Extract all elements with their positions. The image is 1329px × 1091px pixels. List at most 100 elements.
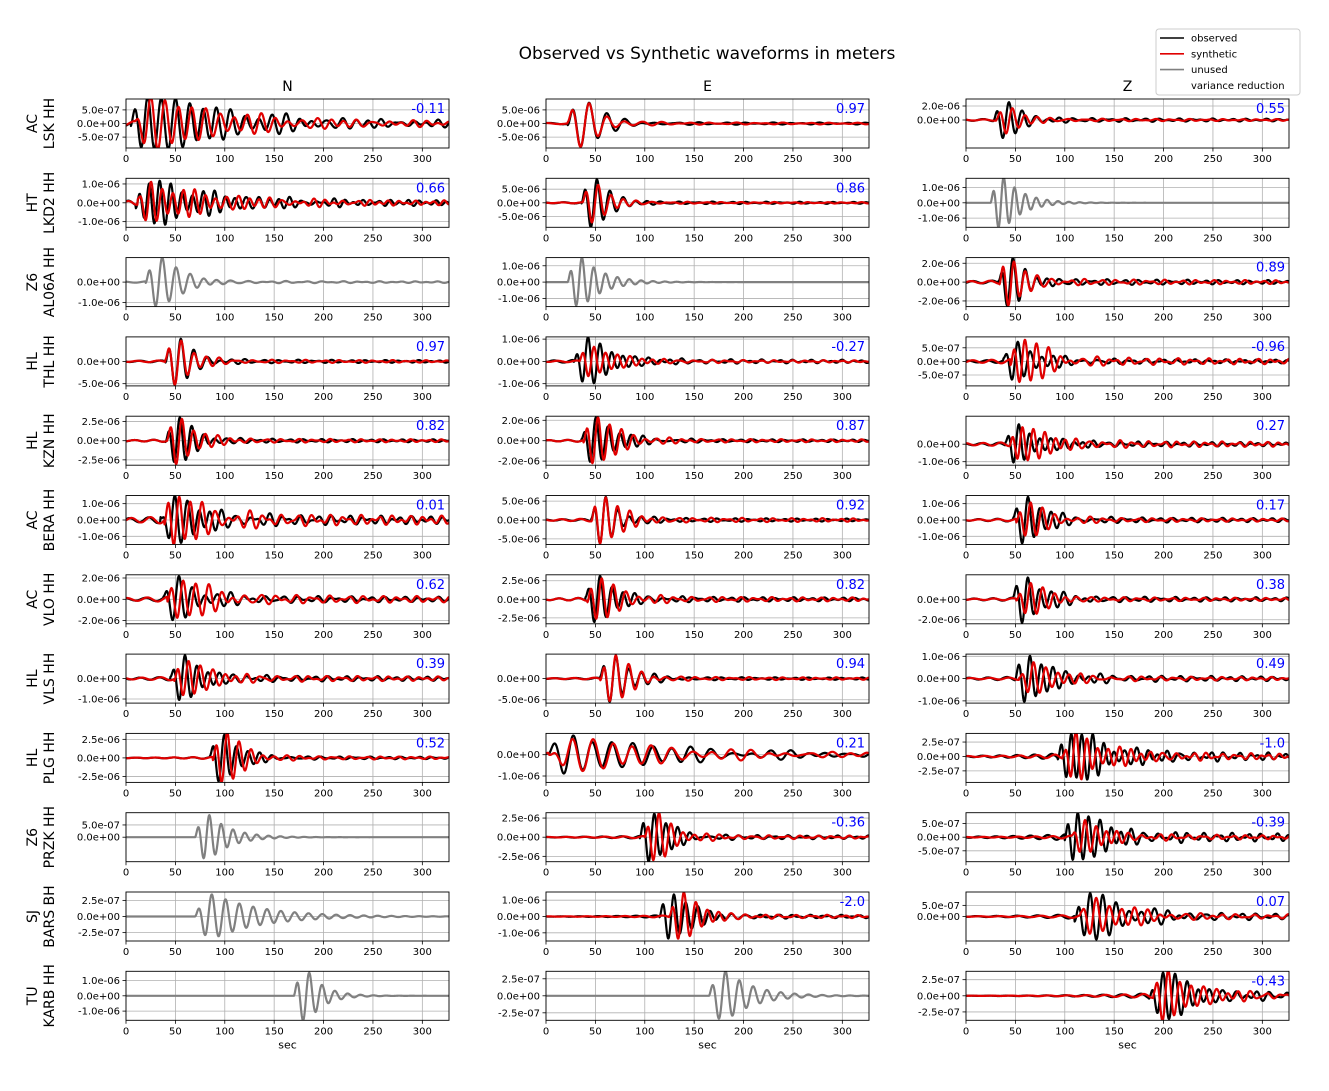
- y-tick-label: 0.0e+00: [497, 595, 540, 606]
- synthetic-trace: [546, 102, 869, 148]
- synthetic-trace: [546, 892, 869, 940]
- x-tick-label: 0: [123, 392, 129, 403]
- column-title: Z: [1123, 79, 1133, 95]
- x-tick-label: 0: [543, 868, 549, 879]
- x-tick-label: 100: [215, 551, 234, 562]
- station-network: HL: [25, 749, 41, 768]
- y-tick-label: 2.5e-06: [82, 735, 120, 746]
- x-axis-label: sec: [698, 1038, 717, 1051]
- waveform-panel: 0 50 100 150 200 250 300 2.0e-06 0.0e+00 -2.0e-06…: [77, 573, 450, 641]
- y-tick-label: 0.0e+00: [497, 674, 540, 685]
- x-axis-label: sec: [1118, 1038, 1137, 1051]
- x-tick-label: 50: [169, 233, 182, 244]
- waveform-panel: 0 50 100 150 200 250 300 2.5e-07 0.0e+00 -2.5e-07…: [497, 970, 870, 1051]
- x-tick-label: 100: [635, 233, 654, 244]
- x-tick-label: 50: [1009, 709, 1022, 720]
- variance-reduction-value: 0.97: [416, 340, 445, 355]
- panel-frame: [965, 732, 1290, 783]
- y-tick-label: -1.0e-06: [78, 298, 120, 309]
- synthetic-trace: [546, 737, 869, 773]
- waveform-panel: 0 50 100 150 200 250 300 1.0e-06 0.0e+00 -1.0e-06…: [77, 177, 450, 244]
- unused-trace: [546, 971, 869, 1020]
- y-tick-label: 2.0e-06: [922, 259, 960, 270]
- legend: observed synthetic unused variance reductio…: [1155, 28, 1301, 96]
- y-tick-label: 2.5e-07: [922, 738, 960, 749]
- waveform-panel: 0 50 100 150 200 250 300 1.0e-06 0.0e+00 -1.0e-06…: [77, 970, 450, 1051]
- station-network: TU: [25, 986, 41, 1006]
- y-tick-label: -1.0e-06: [918, 696, 960, 707]
- x-tick-label: 300: [1253, 630, 1272, 641]
- x-tick-label: 150: [265, 233, 284, 244]
- x-tick-label: 100: [1055, 788, 1074, 799]
- y-tick-label: 0.0e+00: [77, 119, 120, 130]
- station-code: THL HH: [42, 335, 58, 388]
- x-tick-label: 250: [1203, 471, 1222, 482]
- x-tick-label: 150: [1105, 709, 1124, 720]
- y-tick-label: 0.0e+00: [917, 440, 960, 451]
- waveform-panel: 0 50 100 150 200 250 300 1.0e-06 0.0e+00 -1.0e-06: [497, 257, 870, 324]
- x-tick-label: 100: [215, 788, 234, 799]
- station-label: HT LKD2 HH: [25, 172, 58, 234]
- y-tick-label: 0.0e+00: [77, 753, 120, 764]
- x-tick-label: 250: [1203, 868, 1222, 879]
- y-tick-label: 1.0e-06: [82, 179, 120, 190]
- station-code: PLG HH: [42, 732, 58, 785]
- x-tick-label: 150: [685, 630, 704, 641]
- x-tick-label: 150: [1105, 233, 1124, 244]
- x-tick-label: 100: [215, 392, 234, 403]
- x-tick-label: 300: [1253, 1026, 1272, 1037]
- x-tick-label: 200: [1154, 1026, 1173, 1037]
- y-tick-label: 0.0e+00: [77, 674, 120, 685]
- y-tick-label: -2.5e-07: [498, 1008, 540, 1019]
- x-tick-label: 0: [543, 551, 549, 562]
- x-tick-label: 150: [1105, 471, 1124, 482]
- x-tick-label: 150: [265, 1026, 284, 1037]
- y-tick-label: 0.0e+00: [77, 516, 120, 527]
- x-tick-label: 50: [1009, 868, 1022, 879]
- x-tick-label: 50: [169, 947, 182, 958]
- x-tick-label: 200: [734, 471, 753, 482]
- y-tick-label: -1.0e-06: [918, 457, 960, 468]
- x-tick-label: 150: [265, 709, 284, 720]
- y-tick-label: -2.5e-07: [78, 928, 120, 939]
- x-tick-label: 100: [1055, 233, 1074, 244]
- variance-reduction-value: 0.01: [416, 499, 445, 514]
- synthetic-trace: [546, 416, 869, 465]
- x-tick-label: 150: [1105, 154, 1124, 165]
- waveform-panel: 0 50 100 150 200 250 300 2.5e-06 0.0e+00 -2.5e-06…: [497, 812, 870, 879]
- synthetic-trace: [126, 733, 449, 783]
- waveform-panel: 0 50 100 150 200 250 300 5.0e-06 0.0e+00 -5.0e-06…: [497, 79, 870, 165]
- x-tick-label: 150: [265, 392, 284, 403]
- station-code: LKD2 HH: [42, 172, 58, 234]
- observed-trace: [546, 336, 869, 385]
- synthetic-trace: [966, 971, 1289, 1021]
- x-tick-label: 150: [265, 313, 284, 324]
- x-tick-label: 100: [1055, 947, 1074, 958]
- y-tick-label: 0.0e+00: [77, 595, 120, 606]
- x-tick-label: 250: [783, 313, 802, 324]
- y-tick-label: 0.0e+00: [77, 833, 120, 844]
- synthetic-trace: [966, 107, 1289, 135]
- station-code: PRZK HH: [42, 806, 58, 868]
- variance-reduction-value: 0.17: [1256, 499, 1285, 514]
- x-tick-label: 50: [169, 709, 182, 720]
- x-tick-label: 200: [1154, 868, 1173, 879]
- x-tick-label: 300: [413, 551, 432, 562]
- x-tick-label: 50: [589, 551, 602, 562]
- y-tick-label: -1.0e-06: [918, 214, 960, 225]
- x-tick-label: 100: [635, 392, 654, 403]
- waveform-panel: 0 50 100 150 200 250 300 1.0e-06 0.0e+00 -1.0e-06: [917, 177, 1290, 244]
- y-tick-label: 2.5e-06: [82, 417, 120, 428]
- x-tick-label: 250: [363, 154, 382, 165]
- variance-reduction-value: -0.36: [831, 816, 865, 831]
- station-label: SJ BARS BH: [25, 885, 58, 947]
- x-tick-label: 50: [589, 788, 602, 799]
- x-tick-label: 0: [543, 154, 549, 165]
- panel-grid: AC LSK HH0 50 100 150 200 250 3005.0e-070.0e+00…: [25, 79, 1290, 1051]
- x-tick-label: 100: [1055, 709, 1074, 720]
- x-tick-label: 100: [215, 1026, 234, 1037]
- y-tick-label: -5.0e-07: [78, 133, 120, 144]
- x-tick-label: 300: [1253, 551, 1272, 562]
- x-tick-label: 150: [265, 868, 284, 879]
- x-tick-label: 50: [1009, 788, 1022, 799]
